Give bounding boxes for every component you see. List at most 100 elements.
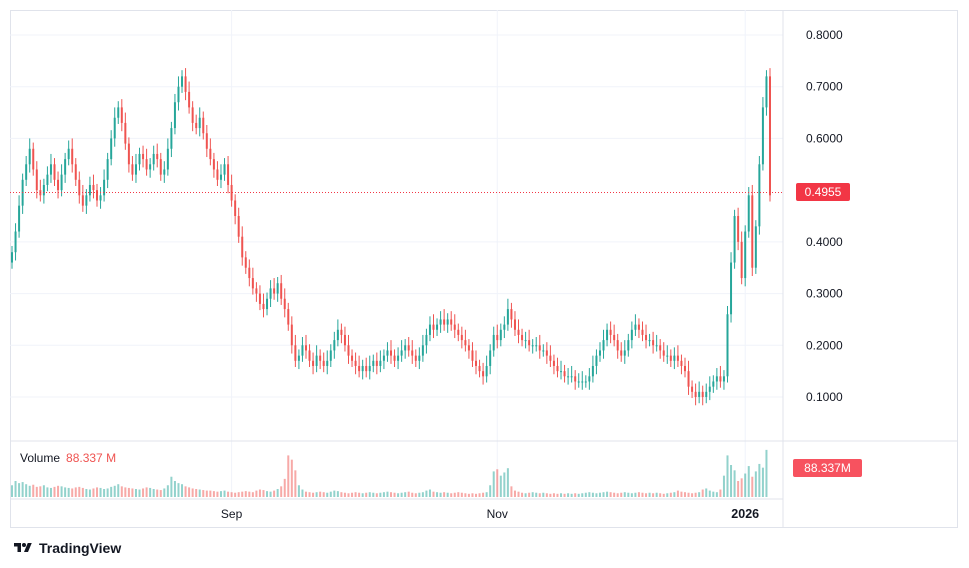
volume-bar: [390, 492, 392, 497]
volume-bar: [496, 469, 499, 497]
tradingview-logo-icon: [14, 543, 32, 552]
candle: [390, 340, 392, 364]
candle: [138, 147, 141, 171]
volume-bar: [698, 492, 701, 497]
volume-bar: [754, 471, 757, 497]
price-tick-label: 0.4000: [806, 235, 843, 249]
candle: [113, 107, 116, 147]
volume-bar: [173, 481, 176, 497]
volume-bar: [591, 492, 594, 497]
volume-bar: [319, 491, 322, 497]
time-tick-label: Sep: [221, 507, 243, 521]
volume-bar: [524, 493, 527, 497]
volume-bar: [588, 492, 591, 497]
volume-bar: [630, 493, 633, 497]
candle: [248, 259, 251, 287]
volume-bar: [549, 493, 552, 497]
candle: [152, 145, 155, 171]
tradingview-brand[interactable]: TradingView: [11, 540, 121, 556]
candle: [14, 223, 17, 261]
volume-bar: [712, 491, 715, 497]
candle: [542, 344, 545, 357]
volume-bar: [637, 492, 640, 497]
candle: [205, 124, 208, 158]
volume-bar: [223, 490, 226, 497]
candle: [513, 311, 516, 336]
volume-bar: [74, 487, 77, 497]
candle: [591, 355, 594, 383]
candle: [528, 329, 531, 352]
volume-bar: [584, 492, 587, 497]
candle: [662, 342, 665, 362]
volume-bars: [11, 449, 768, 497]
candle: [570, 365, 573, 383]
candle: [60, 164, 63, 197]
volume-bar: [513, 490, 516, 497]
candle: [397, 347, 400, 370]
candle: [347, 334, 350, 364]
volume-bar: [737, 481, 740, 497]
volume-legend-value: 88.337 M: [66, 451, 117, 465]
candle: [294, 334, 297, 368]
candle: [560, 360, 563, 380]
candle: [471, 342, 474, 368]
volume-bar: [570, 493, 573, 497]
candle: [173, 93, 176, 135]
candle: [372, 354, 375, 373]
candle: [46, 166, 49, 192]
time-tick-label: 2026: [731, 507, 759, 521]
candle: [297, 349, 300, 370]
volume-bar: [581, 493, 584, 497]
volume-bar: [81, 487, 84, 497]
volume-bar: [662, 493, 665, 497]
candle: [11, 245, 13, 269]
volume-bar: [375, 493, 378, 497]
volume-bar: [545, 493, 548, 497]
candle: [708, 376, 711, 401]
volume-bar: [609, 492, 612, 497]
volume-bar: [308, 492, 311, 497]
volume-bar: [747, 466, 750, 497]
candle: [436, 318, 439, 336]
candle: [598, 342, 601, 362]
candle: [230, 174, 233, 207]
candle: [446, 313, 449, 333]
volume-bar: [645, 493, 648, 497]
candle: [552, 354, 555, 375]
volume-bar: [521, 492, 524, 497]
volume-bar: [290, 459, 293, 497]
volume-bar: [485, 492, 488, 497]
candle: [683, 357, 686, 378]
volume-bar: [361, 493, 364, 497]
volume-bar: [425, 490, 428, 497]
volume-bar: [340, 492, 343, 497]
volume-bar: [528, 492, 531, 497]
volume-bar: [276, 489, 279, 497]
candle: [758, 156, 761, 235]
volume-bar: [294, 470, 297, 497]
candle: [496, 324, 499, 349]
volume-bar: [312, 492, 315, 497]
candle: [577, 373, 580, 388]
volume-bar: [439, 492, 442, 497]
volume-bar: [14, 481, 17, 497]
candle: [78, 171, 81, 204]
volume-bar: [358, 492, 361, 497]
candle: [375, 352, 378, 375]
candle: [606, 323, 609, 347]
volume-bar: [134, 489, 137, 497]
volume-bar: [219, 491, 222, 497]
volume-bar: [623, 492, 626, 497]
volume-bar: [336, 491, 339, 497]
candle: [358, 355, 361, 378]
price-tick-label: 0.1000: [806, 390, 843, 404]
candle: [85, 189, 88, 214]
volume-bar: [567, 493, 570, 497]
candle: [237, 207, 240, 243]
candle: [765, 70, 768, 116]
candle: [584, 375, 587, 388]
candle: [21, 173, 24, 214]
volume-bar: [156, 489, 159, 497]
candle: [28, 138, 31, 173]
